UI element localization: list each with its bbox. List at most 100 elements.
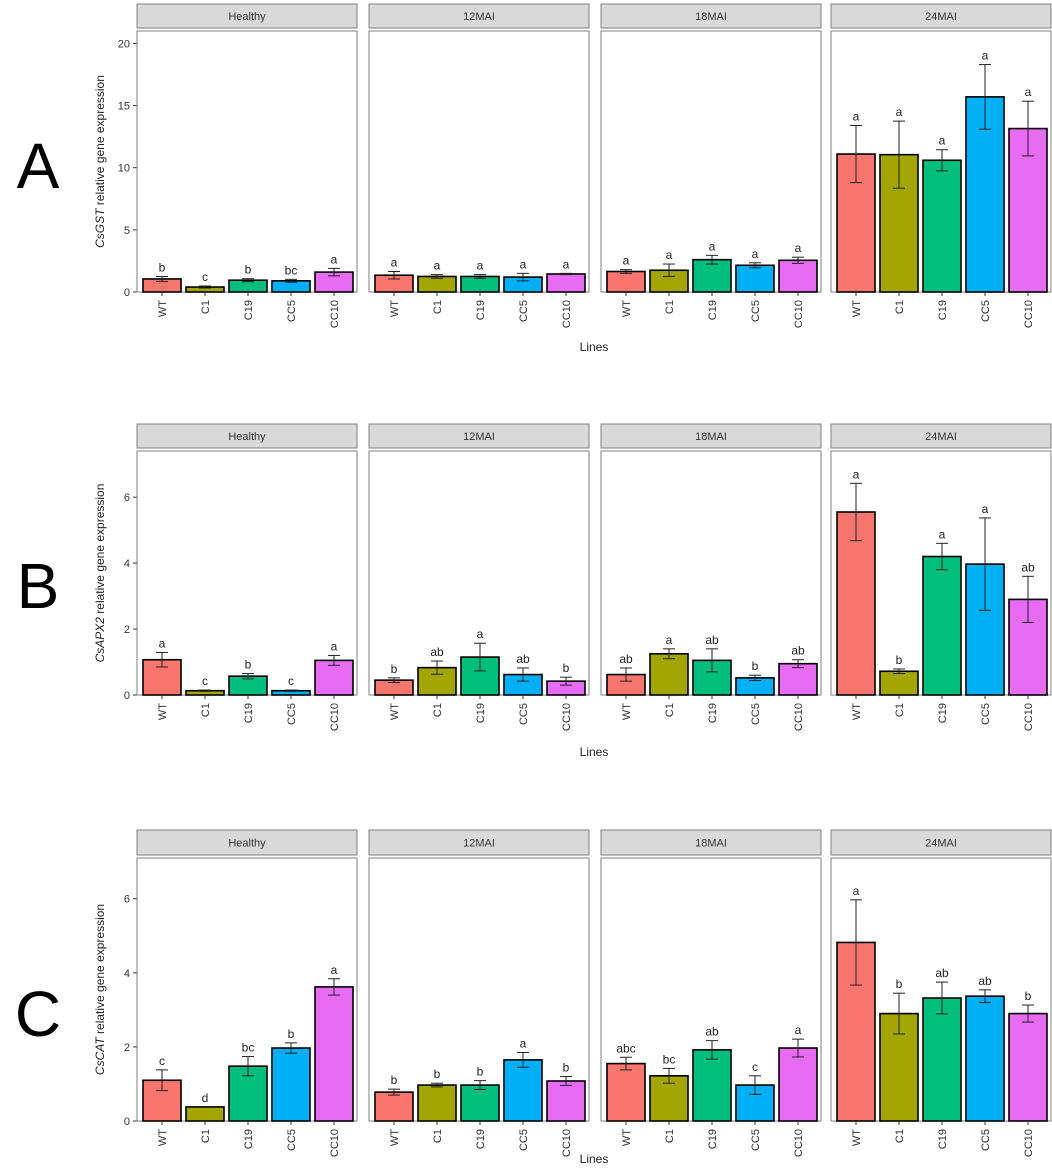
significance-letter: ab [978,974,992,988]
x-tick-label: C19 [475,300,487,320]
x-tick-label: WT [851,703,863,720]
facet-strip [600,3,822,29]
x-tick-label: WT [621,1129,633,1146]
error-bar [749,674,761,681]
error-bar [242,278,254,283]
significance-letter: b [288,1027,295,1041]
error-bar [431,1082,443,1088]
significance-letter: b [245,658,252,672]
significance-letter: ab [619,652,633,666]
y-tick-label: 4 [124,558,130,570]
error-bar [850,899,862,986]
facet-strip [600,423,822,449]
facet-strip [830,423,1052,449]
x-tick-label: CC10 [329,703,341,731]
x-tick-label: C19 [937,1129,949,1149]
x-tick-label: CC5 [750,1129,762,1151]
error-bar [517,272,529,282]
significance-letter: a [853,109,860,123]
x-tick-label: C19 [475,703,487,723]
panel-24mai: 24MAI a WT a C1 a C19 a CC5 a CC10 [830,3,1052,328]
significance-letter: a [563,257,570,271]
bar-cc10 [314,986,354,1122]
facet-strip-label: 18MAI [695,838,727,850]
error-bar [156,1069,168,1092]
error-bar [242,673,254,680]
significance-letter: a [434,259,441,273]
x-tick-label: C1 [894,1129,906,1143]
error-bar [285,278,297,283]
row-label-b: B [17,550,60,622]
y-tick-label: 15 [118,101,130,113]
bar-cc10 [778,1047,818,1122]
significance-letter: c [288,674,294,688]
error-bar [474,274,486,279]
chart-b: B CsAPX2 relative gene expression 0 2 4 6 Line… [17,423,1052,759]
significance-letter: a [982,49,989,63]
chart-c: C CsCAT relative gene expression 0 2 4 6 Lines… [15,829,1052,1166]
error-bar [474,1080,486,1091]
error-bar [749,1075,761,1095]
y-tick-label: 6 [124,894,130,906]
x-tick-label: CC10 [793,703,805,731]
significance-letter: b [477,1065,484,1079]
x-tick-label: CC5 [286,1129,298,1151]
error-bar [936,149,948,172]
x-tick-label: C19 [707,703,719,723]
error-bar [749,262,761,269]
x-tick-label: C1 [894,300,906,314]
bar-wt [836,511,876,696]
panel-frame [368,30,590,293]
bar-c19 [922,997,962,1122]
x-tick-label: CC10 [561,300,573,328]
error-bar [431,274,443,279]
error-bar [199,285,211,289]
x-tick-label: C19 [707,300,719,320]
x-tick-label: CC10 [561,1129,573,1157]
x-tick-label: CC5 [518,300,530,322]
error-bar [285,1042,297,1054]
x-tick-label: C19 [937,703,949,723]
significance-letter: b [563,661,570,675]
y-tick-label: 0 [124,287,130,299]
error-bar [560,272,572,276]
x-tick-label: CC10 [329,1129,341,1157]
significance-letter: bc [663,1052,676,1066]
panel-healthy: Healthy a WT c C1 b C19 c CC5 a CC10 [136,423,358,731]
facet-strip [136,829,358,856]
significance-letter: ab [791,644,805,658]
significance-letter: a [853,884,860,898]
panel-12mai: 12MAI b WT ab C1 a C19 ab CC5 b CC10 [368,423,590,731]
y-axis-title-gene: CsGST [93,207,107,248]
y-axis-title-gene: CsAPX2 [93,617,107,663]
x-tick-label: C1 [432,1129,444,1143]
facet-strip [136,423,358,449]
significance-letter: b [159,260,166,274]
error-bar [663,263,675,277]
panel-18mai: 18MAI abc WT bc C1 ab C19 c CC5 a CC10 [600,829,822,1157]
panel-18mai: 18MAI ab WT a C1 ab C19 b CC5 ab CC10 [600,423,822,731]
x-tick-label: WT [621,703,633,720]
x-tick-label: C1 [200,300,212,314]
facet-strip-label: 18MAI [695,431,727,443]
panel-12mai: 12MAI b WT b C1 b C19 a CC5 b CC10 [368,829,590,1157]
panel-frame [600,30,822,293]
bar-c1 [417,1084,457,1122]
significance-letter: a [331,963,338,977]
chart-a: A CsGST relative gene expression 0 5 10 15 20 L… [17,3,1052,354]
error-bar [328,654,340,666]
x-axis-title: Lines [580,340,609,354]
x-tick-label: WT [389,300,401,317]
error-bar [1022,1004,1034,1023]
bar-cc10 [546,1080,586,1122]
x-tick-label: C1 [432,703,444,717]
bar-c1 [879,670,919,696]
y-tick-label: 0 [124,1116,130,1128]
error-bar [706,648,718,673]
x-tick-label: C1 [432,300,444,314]
error-bar [792,659,804,669]
error-bar [706,254,718,265]
error-bar [517,667,529,682]
facet-strip-label: 18MAI [695,11,727,23]
error-bar [285,689,297,692]
